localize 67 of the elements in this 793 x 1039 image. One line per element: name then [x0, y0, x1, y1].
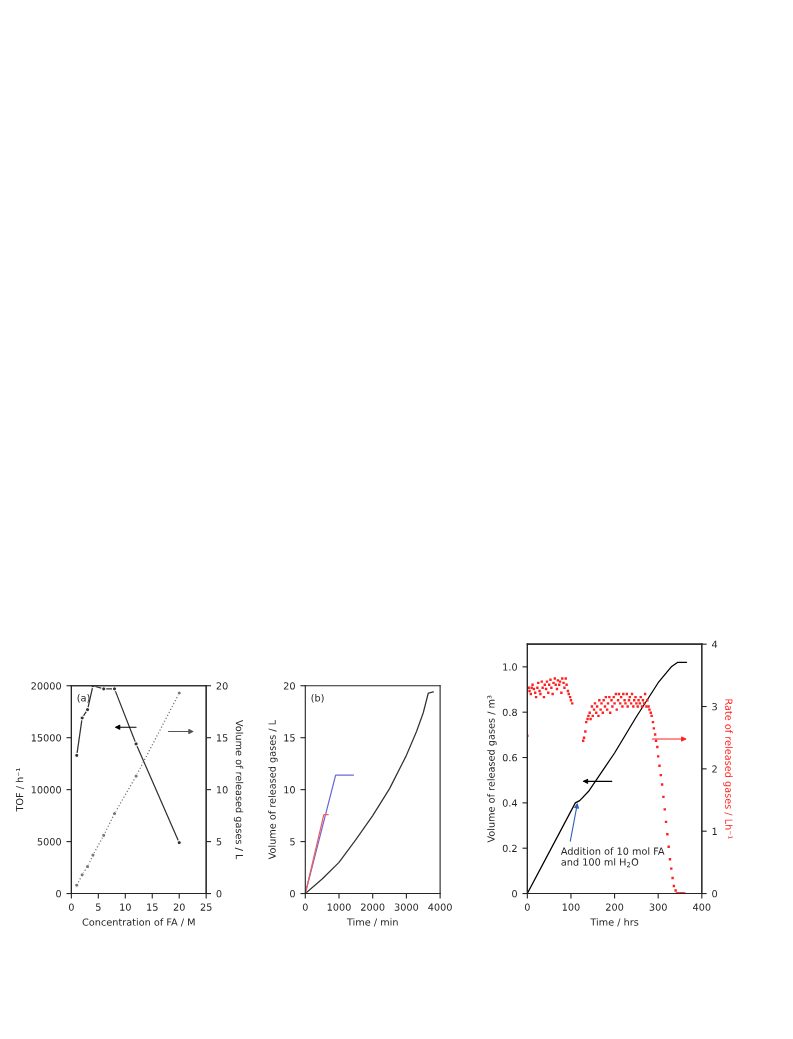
y2-tick-label: 2	[712, 765, 717, 773]
x-tick-label: 400	[693, 903, 711, 911]
x-tick-label: 20	[173, 903, 185, 911]
point	[133, 741, 139, 747]
y-tick-label: 0	[512, 890, 517, 898]
y-axis-title: TOF / h⁻¹	[15, 768, 25, 812]
point	[133, 773, 139, 779]
x-tick-label: 2000	[361, 903, 385, 911]
y-tick-label: 20000	[31, 682, 61, 690]
annotation: Addition of 10 mol FA and 100 ml H$_{2}$O	[560, 847, 665, 868]
x-axis-title: Time / hrs	[590, 918, 639, 927]
y-tick-label: 10000	[31, 786, 61, 794]
x-tick-label: 300	[649, 903, 667, 911]
x-tick-label: 200	[606, 903, 624, 911]
y2-tick-label: 4	[712, 640, 718, 648]
x-tick-label: 4000	[428, 903, 452, 911]
y2-tick-label: 15	[216, 734, 228, 742]
y-tick-label: 0.4	[502, 799, 518, 807]
y-tick-label: 15000	[31, 734, 61, 742]
y2-axis-title: Volume of released gases / L	[233, 719, 244, 860]
y2-tick-label: 0	[216, 890, 222, 898]
y2-axis-title: Rate of released gases / Lh⁻¹	[723, 699, 733, 839]
y2-tick-label: 20	[216, 682, 228, 690]
y-tick-label: 1.0	[503, 663, 517, 671]
x-tick-label: 100	[562, 903, 580, 911]
y-tick-label: 0.8	[502, 708, 517, 717]
x-tick-label: 0	[68, 903, 74, 911]
x-tick-label: 0	[524, 903, 530, 911]
point	[101, 832, 107, 838]
x-axis-title: Time / min	[346, 918, 398, 927]
annotation: (a)	[77, 694, 90, 703]
point	[90, 685, 96, 689]
y-tick-label: 0	[56, 890, 61, 898]
x-tick-label: 10	[120, 903, 131, 911]
point	[74, 752, 80, 758]
y2-tick-label: 5	[216, 838, 222, 846]
x-tick-label: 1000	[327, 903, 351, 911]
x-tick-label: 15	[147, 903, 158, 911]
point	[84, 707, 91, 713]
y-axis-title: Volume of released gases / m³	[487, 695, 497, 843]
point	[79, 715, 85, 721]
y-tick-label: 0	[290, 890, 295, 898]
point	[74, 882, 80, 888]
y2-tick-label: 10	[216, 786, 228, 794]
y2-tick-label: 1	[712, 827, 717, 835]
y-tick-label: 20	[283, 682, 295, 690]
y-axis-title: Volume of released gases / L	[268, 719, 278, 860]
x-tick-label: 0	[302, 903, 308, 911]
y-tick-label: 5	[290, 838, 295, 846]
point	[176, 840, 182, 846]
y-tick-label: 5000	[37, 838, 61, 846]
y2-tick-label: 0	[712, 890, 718, 898]
point	[79, 872, 85, 878]
y-tick-label: 10	[284, 786, 295, 794]
point	[101, 686, 107, 692]
point	[90, 852, 96, 858]
x-tick-label: 25	[200, 903, 212, 911]
y-tick-label: 15	[284, 734, 295, 742]
line-series	[305, 691, 434, 894]
y-tick-label: 0.2	[502, 844, 517, 853]
x-tick-label: 5	[95, 903, 101, 911]
point	[176, 690, 182, 696]
y2-tick-label: 3	[712, 703, 717, 711]
x-axis-title: Concentration of FA / M	[82, 918, 195, 927]
y-tick-label: 0.6	[502, 754, 518, 762]
annotation: (b)	[311, 694, 324, 703]
x-tick-label: 3000	[394, 903, 419, 911]
